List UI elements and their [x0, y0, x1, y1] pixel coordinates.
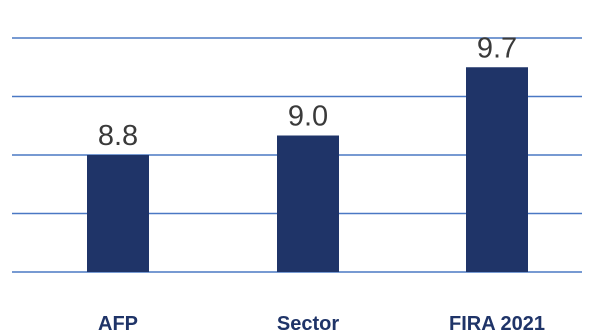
data-label: 8.8 [98, 120, 138, 152]
category-label: FIRA 2021 [449, 313, 545, 335]
category-label: Sector [277, 313, 339, 335]
labels: 8.8 AFP 9.0 Sector 9.7 FIRA 2021 [98, 32, 545, 335]
category-label: AFP [98, 313, 138, 335]
bar-sector [277, 135, 339, 272]
bar-fira-2021 [466, 67, 528, 272]
data-label: 9.0 [288, 101, 328, 133]
bars [87, 67, 528, 272]
bar-afp [87, 155, 149, 272]
data-label: 9.7 [477, 32, 517, 64]
